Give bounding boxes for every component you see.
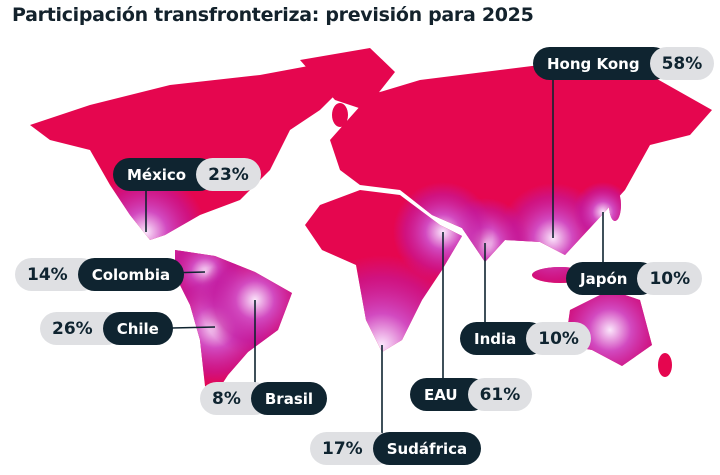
label-chile: 26% Chile [40,312,173,345]
region-name: Brasil [250,382,328,415]
label-hong-kong: Hong Kong 58% [533,47,715,80]
region-pct: 58% [649,47,715,80]
label-colombia: 14% Colombia [15,258,185,291]
chart-title: Participación transfronteriza: previsión… [12,4,534,26]
region-pct: 10% [526,322,591,355]
label-india: India 10% [460,322,591,355]
label-eau: EAU 61% [410,378,533,411]
leader-lines [145,80,604,434]
region-name: Sudáfrica [372,432,482,465]
region-name: Hong Kong [533,47,670,80]
label-mexico: México 23% [113,158,261,191]
region-pct: 61% [467,378,533,411]
region-name: Chile [102,312,173,345]
region-pct: 23% [196,158,261,191]
label-sudafrica: 17% Sudáfrica [310,432,482,465]
label-brasil: 8% Brasil [200,382,328,415]
region-name: Colombia [77,258,185,291]
label-japon: Japón 10% [566,262,703,295]
region-pct: 10% [637,262,703,295]
